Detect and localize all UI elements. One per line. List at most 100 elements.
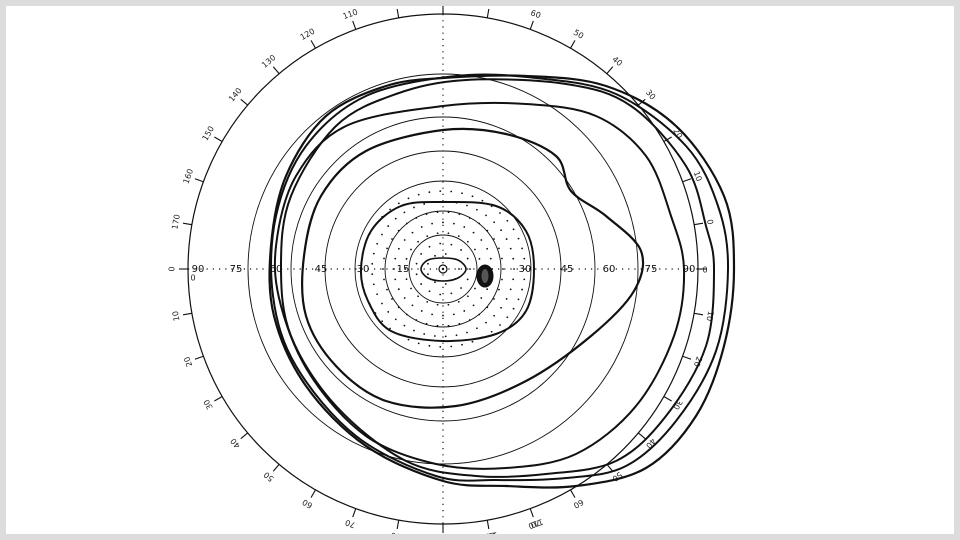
field-dot bbox=[466, 295, 469, 298]
tick-mark bbox=[182, 312, 192, 316]
field-dot bbox=[386, 288, 388, 291]
scale-left-label: 45 bbox=[315, 264, 328, 275]
field-dot bbox=[403, 297, 406, 299]
meridian-top-right-label: 30 bbox=[644, 88, 657, 102]
tick-mark bbox=[352, 508, 357, 518]
field-dot bbox=[376, 242, 379, 245]
tick-mark bbox=[606, 66, 614, 75]
isopter-1 bbox=[268, 74, 736, 489]
tick-mark bbox=[637, 432, 646, 440]
field-dot bbox=[478, 222, 481, 225]
reference-ring-1 bbox=[247, 73, 639, 465]
field-dot bbox=[427, 273, 429, 276]
field-dot bbox=[450, 292, 453, 295]
tick-mark bbox=[694, 312, 704, 316]
meridian-bottom-right-label: 20 bbox=[692, 355, 704, 368]
field-dot bbox=[461, 192, 463, 195]
field-dot bbox=[521, 288, 523, 291]
field-dot bbox=[493, 221, 496, 224]
field-dot bbox=[476, 208, 478, 211]
field-dot bbox=[397, 306, 400, 309]
meridian-top-right-label: 50 bbox=[572, 28, 585, 41]
field-dot bbox=[404, 268, 406, 270]
field-dot bbox=[436, 232, 439, 235]
fixation-ring bbox=[438, 264, 448, 274]
blind-spot-core bbox=[481, 269, 489, 283]
field-dot bbox=[512, 278, 515, 281]
field-dot bbox=[372, 283, 375, 286]
field-dot bbox=[436, 303, 439, 306]
field-dot bbox=[410, 248, 412, 251]
meridian-bottom-right-label: 80 bbox=[484, 531, 496, 534]
field-dot bbox=[431, 222, 433, 225]
tick-mark bbox=[396, 520, 400, 530]
meridian-bottom-left-label: 20 bbox=[182, 355, 194, 368]
field-dot bbox=[481, 199, 484, 202]
tick-mark bbox=[214, 136, 223, 142]
meridian-bottom-left-label: 40 bbox=[229, 436, 242, 450]
field-dot bbox=[466, 278, 469, 281]
field-dot bbox=[403, 211, 406, 214]
meridian-top-right-label: 70 bbox=[484, 6, 496, 7]
field-dot bbox=[381, 302, 383, 305]
field-dot bbox=[493, 298, 495, 300]
field-dot bbox=[415, 262, 418, 265]
center-marks bbox=[438, 264, 494, 288]
field-dot bbox=[453, 313, 455, 316]
reference-ring-5 bbox=[384, 210, 502, 328]
field-dot bbox=[431, 313, 433, 316]
field-dot bbox=[442, 314, 444, 317]
field-dot bbox=[485, 321, 487, 324]
tick-mark bbox=[570, 489, 576, 498]
field-dot bbox=[512, 307, 515, 310]
field-dot bbox=[428, 191, 431, 194]
scale-left-label: 90 bbox=[192, 264, 205, 275]
field-dot bbox=[466, 331, 468, 334]
field-dot bbox=[480, 297, 483, 299]
field-dot bbox=[505, 238, 508, 240]
field-dot bbox=[463, 226, 466, 228]
field-dot bbox=[417, 342, 420, 345]
meridian-top-left-label: 160 bbox=[182, 168, 196, 185]
field-dot bbox=[458, 268, 460, 270]
field-dot bbox=[466, 257, 469, 260]
tick-mark bbox=[682, 178, 692, 183]
field-dot bbox=[478, 257, 481, 260]
field-dot bbox=[506, 219, 509, 222]
tick-mark bbox=[486, 8, 490, 18]
reference-ring-2 bbox=[290, 116, 596, 422]
field-dot bbox=[423, 203, 426, 205]
field-dot bbox=[506, 316, 509, 319]
field-dot bbox=[500, 229, 502, 232]
field-dot bbox=[486, 247, 489, 250]
field-dot bbox=[490, 330, 493, 333]
field-dot bbox=[391, 238, 393, 240]
field-dot bbox=[383, 278, 385, 281]
isopters bbox=[268, 73, 736, 489]
field-dot bbox=[394, 278, 397, 281]
field-dot bbox=[466, 204, 468, 207]
scale-right-label: 60 bbox=[603, 264, 616, 275]
left-edge-zero-label: 0 bbox=[190, 274, 195, 283]
scale-left-label: 75 bbox=[230, 264, 243, 275]
field-dot bbox=[411, 304, 414, 307]
meridian-bottom-left-label: 110 bbox=[527, 517, 544, 531]
field-dot bbox=[509, 288, 512, 291]
meridian-top-left-label: 100 bbox=[388, 6, 405, 8]
field-dot bbox=[426, 300, 429, 303]
field-dot bbox=[420, 283, 423, 285]
field-dot bbox=[468, 217, 471, 219]
meridian-top-left-label: 0 bbox=[168, 266, 177, 271]
field-dot bbox=[434, 254, 436, 257]
field-dot bbox=[447, 324, 450, 327]
field-dot bbox=[391, 298, 393, 300]
isopter-5 bbox=[300, 127, 645, 409]
field-dot bbox=[386, 247, 388, 250]
field-dot bbox=[468, 319, 471, 321]
scale-left-label: 60 bbox=[270, 264, 283, 275]
field-dot bbox=[389, 327, 391, 330]
tick-mark bbox=[240, 98, 249, 106]
field-dot bbox=[447, 232, 450, 235]
field-dot bbox=[463, 310, 466, 312]
field-dot bbox=[460, 249, 462, 251]
